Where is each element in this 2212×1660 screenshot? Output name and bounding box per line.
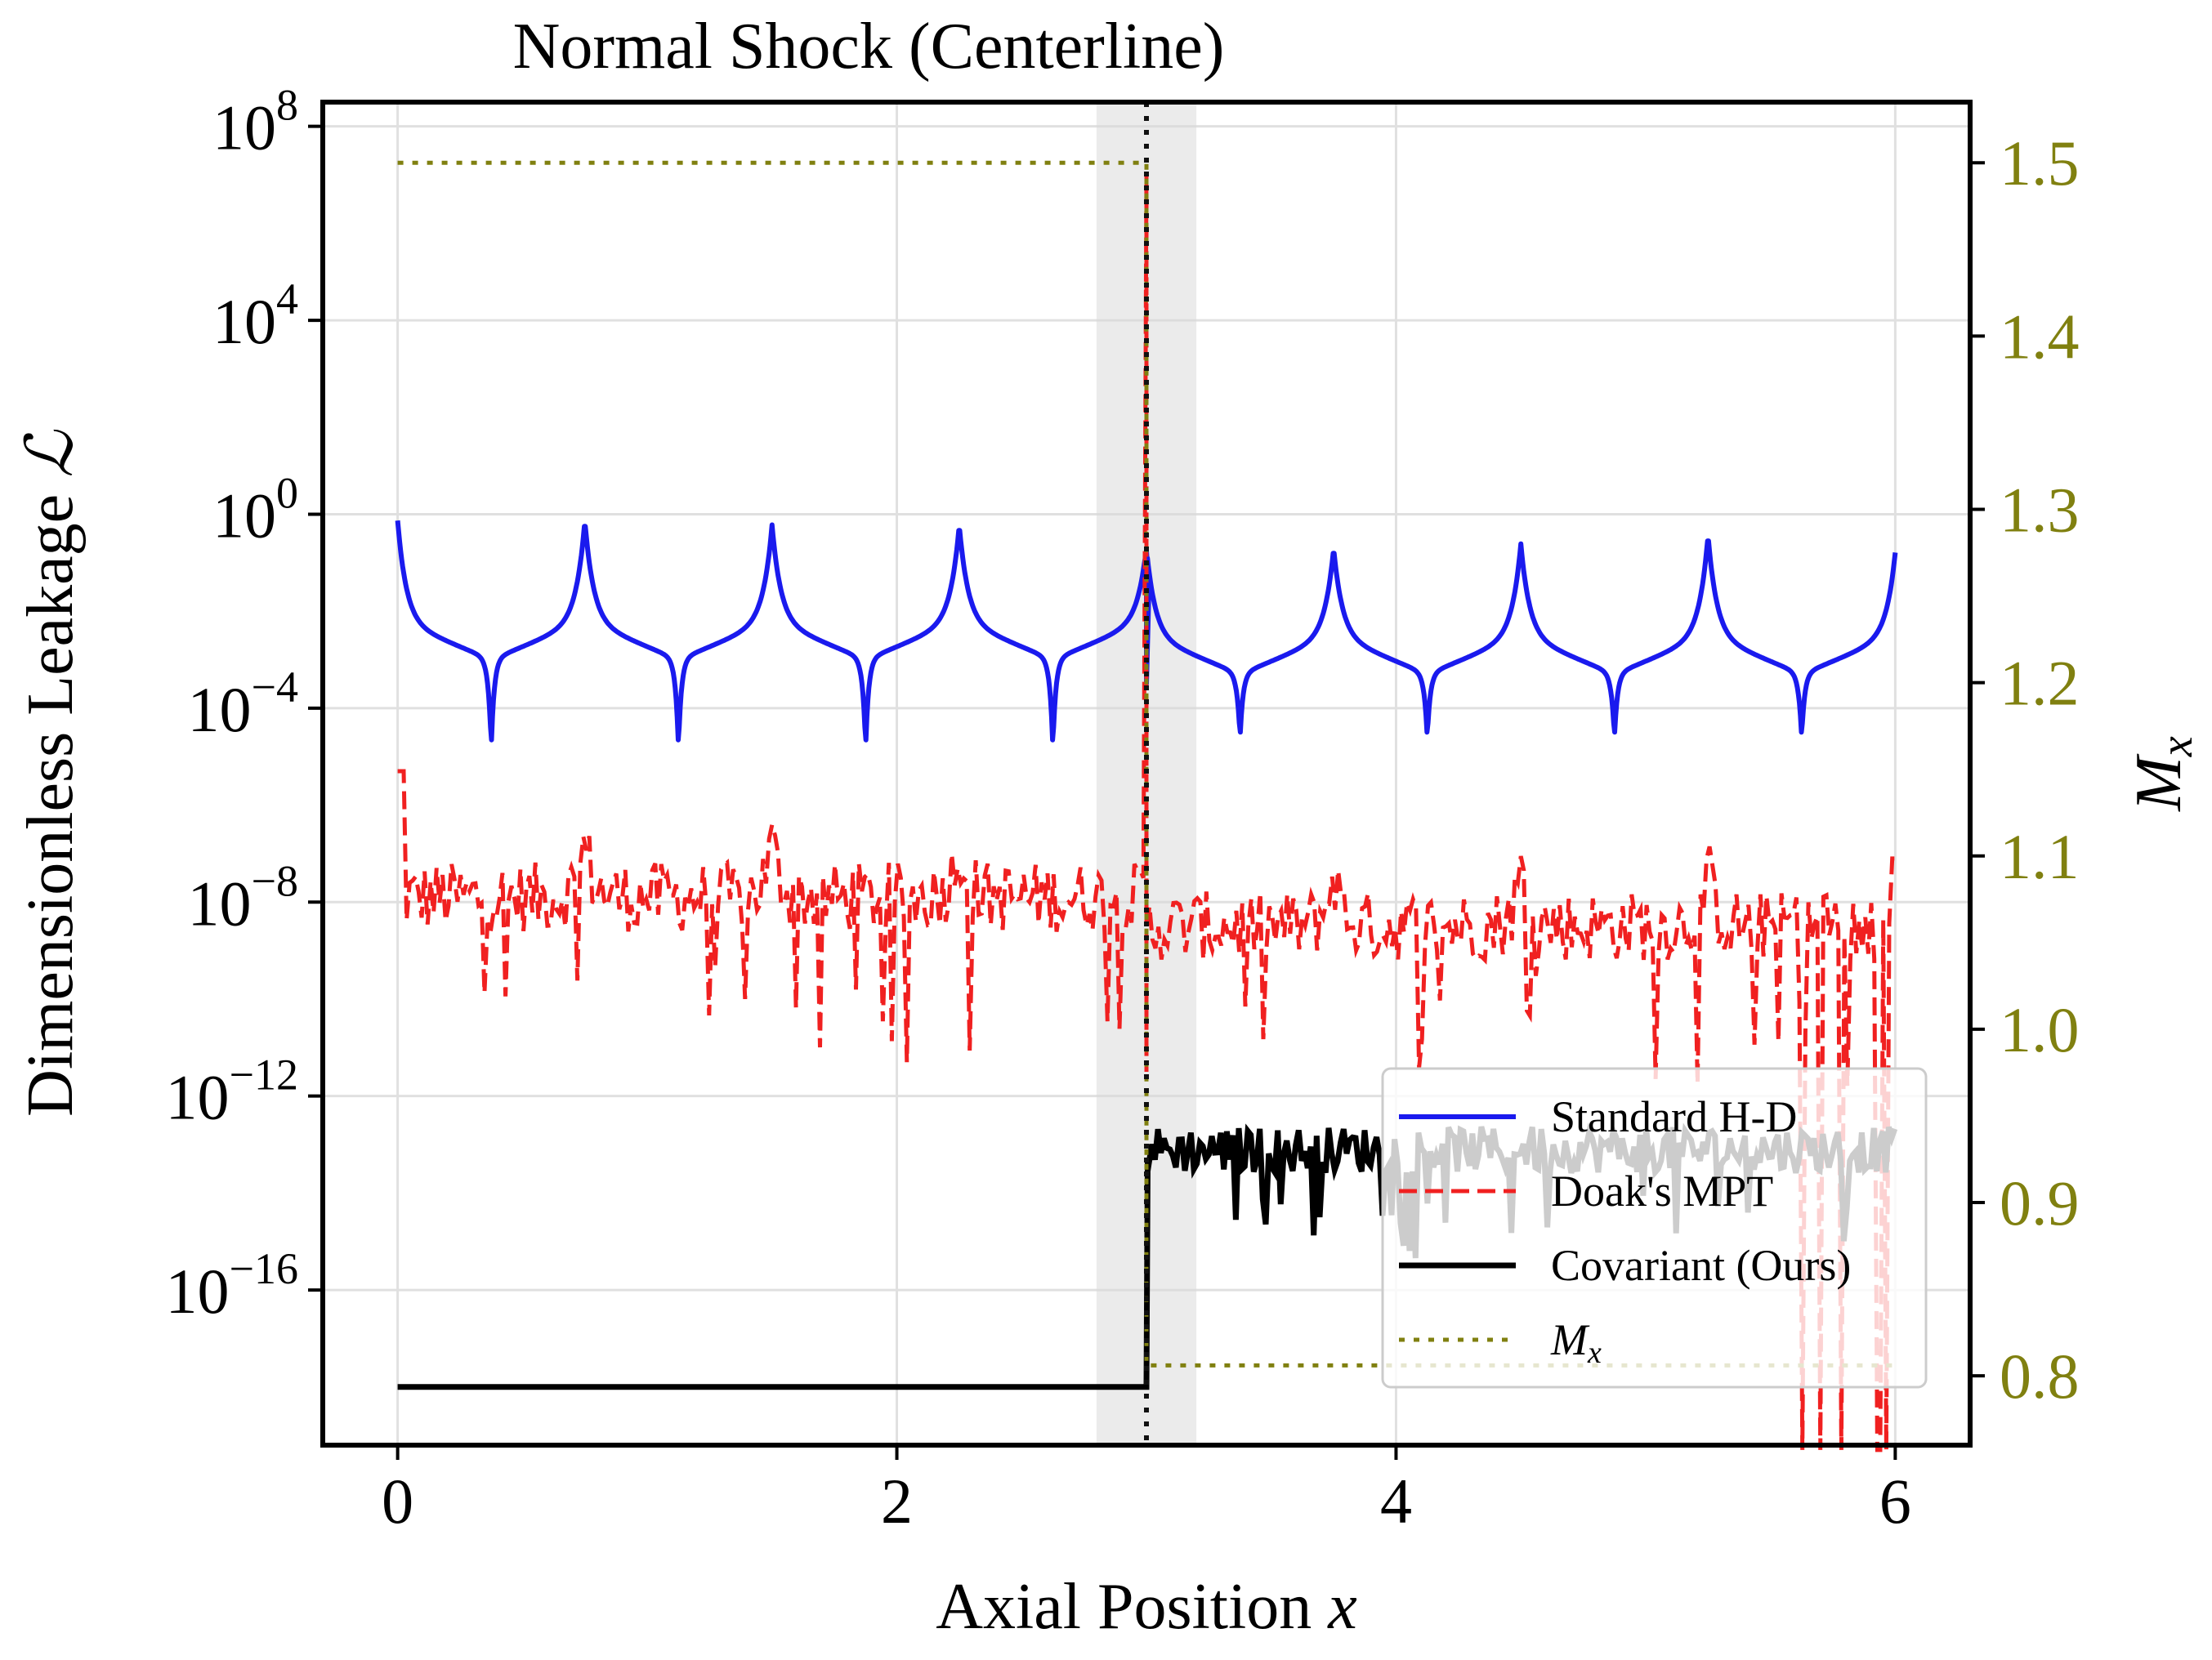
y2-tick-label-6: 0.9 [2000, 1167, 2080, 1238]
y-tick-base-1: 10 [212, 286, 276, 357]
legend-box [1381, 1067, 1928, 1389]
y-tick-label-2: 100 [212, 468, 298, 551]
y-tick-label-6: 10−16 [166, 1244, 298, 1327]
chart-title-text: Normal Shock (Centerline) [513, 11, 1225, 83]
x-tick-label-2: 4 [1380, 1466, 1412, 1537]
legend-label-2: Covariant (Ours) [1551, 1241, 1851, 1290]
x-tick-label-3: 6 [1879, 1466, 1911, 1537]
y-tick-exp-1: 4 [276, 274, 298, 324]
legend-label-3: Mx [1550, 1315, 1602, 1370]
chart-title: Normal Shock (Centerline) [513, 11, 1225, 83]
legend-label-sub: x [1587, 1336, 1602, 1370]
x-axis: 0 2 4 6 [382, 1445, 1911, 1537]
y-tick-exp-0: 8 [276, 81, 298, 130]
y2-tick-label-7: 0.8 [2000, 1341, 2080, 1412]
series-doaks-mpt-line [397, 174, 1896, 1452]
y2-tick-label-1: 1.4 [2000, 301, 2080, 372]
y-axis-label-text: Dimensionless Leakage [15, 494, 87, 1117]
y-axis-right: 1.5 1.4 1.3 1.2 1.1 1.0 0.9 0.8 [1970, 127, 2080, 1412]
y-tick-label-0: 108 [212, 81, 298, 163]
legend-label-0: Standard H-D [1551, 1092, 1797, 1141]
y2-tick-label-4: 1.1 [2000, 821, 2080, 892]
x-axis-label: Axial Position x [936, 1571, 1357, 1643]
y2-axis-label-var: M [2123, 753, 2195, 812]
y-tick-label-1: 104 [212, 274, 298, 357]
y-tick-label-5: 10−12 [166, 1051, 298, 1133]
x-tick-label-0: 0 [382, 1466, 413, 1537]
y-tick-exp-2: 0 [276, 468, 298, 517]
y2-axis-label-sub: x [2152, 736, 2202, 757]
y2-tick-label-5: 1.0 [2000, 994, 2080, 1065]
x-axis-label-var: x [1327, 1571, 1357, 1643]
plot-frame [320, 100, 1973, 1448]
y-axis-label-var: ℒ [15, 430, 87, 478]
y-tick-exp-4: −8 [252, 856, 298, 905]
y-tick-label-3: 10−4 [188, 663, 298, 745]
y-tick-exp-6: −16 [230, 1244, 298, 1293]
legend-label-var: M [1550, 1315, 1590, 1364]
legend: Standard H-D Doak's MPT Covariant (Ours) Mx [1381, 1067, 1928, 1389]
y-tick-base-6: 10 [166, 1256, 230, 1327]
y2-axis-label: Mx [2123, 736, 2202, 812]
y-tick-base-3: 10 [188, 674, 252, 745]
y-tick-base-2: 10 [212, 480, 276, 551]
y-tick-label-4: 10−8 [188, 856, 298, 939]
x-axis-label-text: Axial Position [936, 1571, 1312, 1643]
y-tick-exp-3: −4 [252, 663, 298, 712]
y-tick-base-0: 10 [212, 92, 276, 163]
y-tick-base-4: 10 [188, 868, 252, 939]
y2-tick-label-0: 1.5 [2000, 127, 2080, 199]
y-tick-exp-5: −12 [230, 1051, 298, 1100]
legend-label-1: Doak's MPT [1551, 1167, 1773, 1216]
y-axis-label: Dimensionless Leakage ℒ [15, 430, 87, 1117]
x-tick-label-1: 2 [881, 1466, 913, 1537]
y-tick-base-5: 10 [166, 1062, 230, 1133]
y2-tick-label-2: 1.3 [2000, 475, 2080, 546]
y2-tick-label-3: 1.2 [2000, 648, 2080, 719]
